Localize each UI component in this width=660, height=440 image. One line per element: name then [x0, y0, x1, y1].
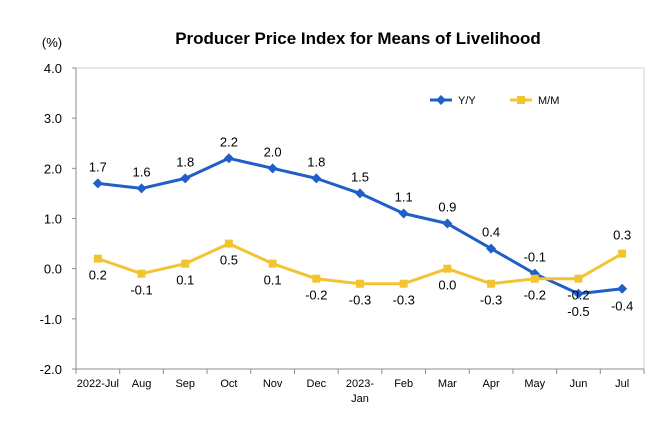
x-tick-label: Dec [307, 378, 327, 390]
data-point-marker [312, 274, 321, 283]
data-point-marker [137, 269, 146, 278]
plot-area-border [75, 67, 645, 370]
data-label: 1.1 [395, 189, 413, 204]
x-tick-label: May [524, 378, 545, 390]
data-point-marker [92, 178, 103, 189]
y-tick-label: 1.0 [44, 212, 62, 227]
data-label: 0.5 [220, 253, 238, 268]
legend-item: M/M [510, 95, 559, 107]
x-tick-label: Jan [351, 393, 369, 405]
x-tick-label: Nov [263, 378, 283, 390]
data-point-marker [355, 188, 365, 199]
legend-marker [517, 96, 525, 104]
data-label: 1.6 [132, 164, 150, 179]
y-axis: 4.0 3.0 2.0 1.0 0.0 -1.0 -2.0 [40, 61, 76, 377]
data-label: 0.1 [176, 273, 194, 288]
data-point-marker [180, 173, 191, 184]
y-tick-label: 3.0 [44, 111, 62, 126]
data-label: -0.3 [392, 293, 414, 308]
data-point-marker [181, 259, 190, 268]
data-point-marker [617, 283, 628, 294]
legend-label: Y/Y [458, 95, 476, 107]
data-point-marker [574, 274, 583, 283]
data-point-marker [267, 163, 278, 174]
y-tick-label: -1.0 [40, 312, 62, 327]
data-point-marker [618, 249, 627, 258]
data-label: 0.1 [264, 273, 282, 288]
data-label: 0.2 [89, 268, 107, 283]
legend-item: Y/Y [430, 95, 476, 107]
data-point-marker [530, 274, 539, 283]
series-layer: 1.7 1.61.82.22.01.81.51.10.90.4-0.1-0.5 -0… [89, 134, 634, 318]
x-tick-label: 2022-Jul [77, 378, 119, 390]
data-label: 1.7 [89, 159, 107, 174]
data-point-marker [223, 153, 234, 164]
data-point-marker [356, 279, 364, 288]
data-label: 0.0 [438, 278, 456, 293]
data-label: -0.1 [524, 250, 546, 265]
data-point-marker [442, 218, 453, 229]
data-label: 1.8 [176, 154, 194, 169]
plot-frame [75, 67, 645, 370]
legend-label: M/M [538, 95, 559, 107]
series-m-m: 0.2 -0.1 0.1 0.5 0.1 -0.2 -0.3 -0.3 0.0 -0.3 -0.2 -… [89, 228, 631, 308]
x-tick-label: Mar [438, 378, 457, 390]
data-label: -0.3 [349, 293, 371, 308]
x-tick-label: Jul [615, 378, 629, 390]
data-label: -0.5 [567, 304, 589, 319]
legend-marker [436, 95, 446, 105]
data-label: -0.2 [305, 288, 327, 303]
data-label: -0.2 [524, 288, 546, 303]
y-axis-unit-label: (%) [42, 35, 62, 50]
y-tick-label: -2.0 [40, 362, 62, 377]
x-axis: 2022-Jul Aug Sep Oct Nov Dec 2023- Jan Feb Mar Apr… [75, 369, 645, 405]
data-label: 0.9 [438, 200, 456, 215]
data-label: 2.2 [220, 134, 238, 149]
data-point-marker [573, 288, 584, 299]
data-label: 1.8 [307, 154, 325, 169]
data-label: -0.3 [480, 293, 502, 308]
data-point-marker [487, 279, 496, 288]
series-y-y: 1.7 1.61.82.22.01.81.51.10.90.4-0.1-0.5 -0… [89, 134, 634, 318]
data-label: 0.4 [482, 225, 500, 240]
data-point-marker [399, 279, 408, 288]
data-point-marker [443, 264, 452, 273]
x-tick-label: Aug [132, 378, 152, 390]
legend: Y/Y M/M [430, 95, 559, 107]
data-label: 1.5 [351, 169, 369, 184]
x-tick-label: Oct [220, 378, 237, 390]
chart-title: Producer Price Index for Means of Liveli… [175, 29, 541, 48]
data-label: 0.3 [613, 228, 631, 243]
x-tick-label: Sep [175, 378, 195, 390]
x-tick-label: Jun [570, 378, 588, 390]
data-point-marker [398, 208, 409, 219]
data-point-marker [311, 173, 322, 184]
data-point-marker [224, 239, 233, 248]
data-point-marker [486, 243, 497, 254]
data-point-marker [268, 259, 277, 268]
data-label: -0.2 [567, 288, 589, 303]
data-point-marker [136, 183, 147, 194]
y-tick-label: 4.0 [44, 61, 62, 76]
y-tick-label: 2.0 [44, 161, 62, 176]
x-tick-label: 2023- [346, 378, 374, 390]
data-point-marker [93, 254, 102, 263]
data-label: -0.1 [130, 283, 152, 298]
data-label: -0.4 [611, 299, 633, 314]
y-tick-label: 0.0 [44, 262, 62, 277]
x-tick-label: Feb [394, 378, 413, 390]
data-label: 2.0 [264, 144, 282, 159]
x-tick-label: Apr [483, 378, 500, 390]
